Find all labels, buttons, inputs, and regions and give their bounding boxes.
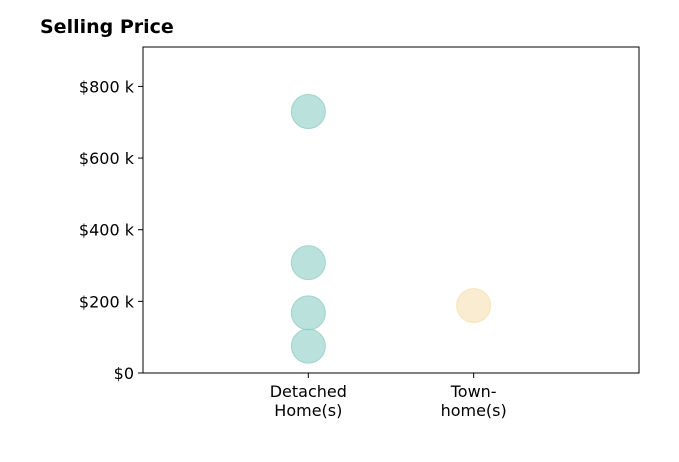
y-tick-label: $200 k [79, 292, 135, 311]
x-tick-label: Town-home(s) [441, 382, 507, 420]
y-tick-label: $600 k [79, 149, 135, 168]
y-tick-label: $400 k [79, 221, 135, 240]
plot-area-frame [142, 46, 640, 374]
x-axis: Detached Home(s) Town-home(s) [270, 373, 507, 420]
data-point [290, 93, 326, 129]
data-point [290, 295, 326, 331]
y-tick-label: $800 k [79, 77, 135, 96]
data-points [290, 93, 492, 364]
data-point [290, 328, 326, 364]
y-axis: $0 $200 k $400 k $600 k $800 k [79, 77, 143, 383]
chart-title: Selling Price [40, 16, 174, 38]
data-point [456, 288, 492, 324]
y-tick-label: $0 [114, 364, 134, 383]
x-tick-label: Detached Home(s) [270, 382, 347, 420]
data-point [290, 245, 326, 281]
